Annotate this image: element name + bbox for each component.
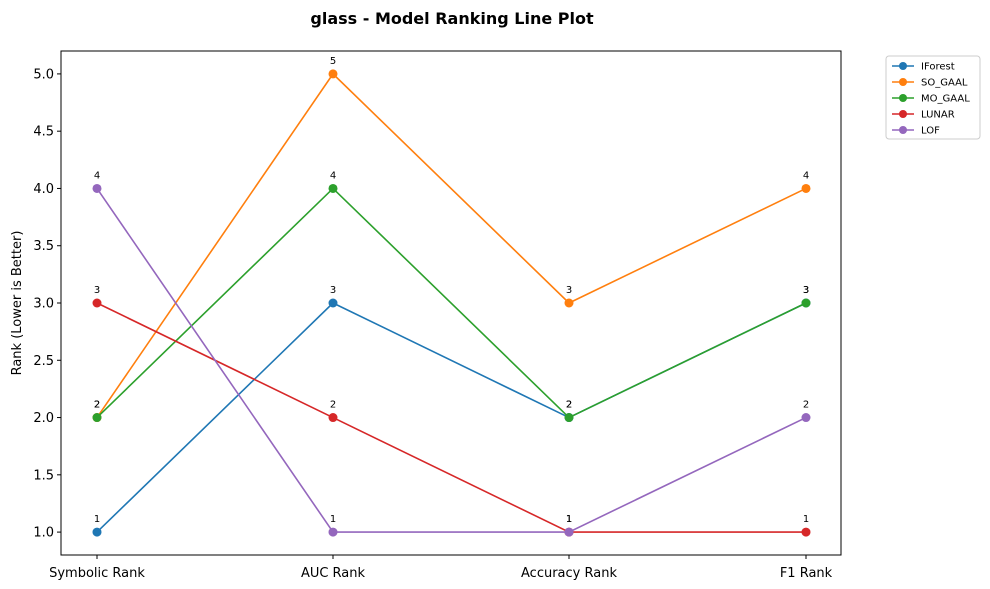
y-tick-label: 1.0 — [33, 526, 54, 541]
legend-marker — [899, 94, 907, 102]
y-tick-label: 2.0 — [33, 411, 54, 426]
legend-item-iforest: IForest — [892, 62, 955, 73]
data-point — [92, 413, 102, 423]
data-label: 3 — [803, 285, 809, 296]
data-label: 2 — [94, 400, 100, 411]
y-tick-label: 4.5 — [33, 125, 54, 140]
series-line — [96, 302, 807, 533]
data-point — [328, 527, 338, 537]
y-tick-label: 2.5 — [33, 354, 54, 369]
data-label: 5 — [330, 56, 336, 67]
data-label: 3 — [566, 285, 572, 296]
data-point — [328, 183, 338, 193]
data-label: 2 — [566, 400, 572, 411]
data-label: 2 — [94, 400, 100, 411]
series-mo-gaal: 2 4 2 3 — [92, 170, 811, 423]
legend-marker — [899, 110, 907, 118]
legend-label: LUNAR — [921, 110, 955, 121]
x-tick-label: Symbolic Rank — [49, 566, 145, 581]
data-label: 1 — [566, 514, 572, 525]
series-so-gaal: 2 5 3 4 — [92, 56, 811, 423]
data-label: 2 — [330, 400, 336, 411]
data-label: 1 — [330, 514, 336, 525]
legend-label: MO_GAAL — [921, 94, 970, 105]
data-label: 4 — [803, 170, 809, 181]
data-point — [92, 527, 102, 537]
data-point — [328, 413, 338, 423]
legend-item-lof: LOF — [892, 126, 940, 137]
y-axis-label: Rank (Lower is Better) — [10, 231, 25, 376]
data-point — [801, 183, 811, 193]
legend-item-so-gaal: SO_GAAL — [892, 78, 968, 89]
data-point — [328, 69, 338, 79]
data-point — [92, 183, 102, 193]
data-point — [564, 298, 574, 308]
series-line — [96, 187, 807, 419]
x-tick-label: Accuracy Rank — [521, 566, 617, 581]
data-label: 1 — [803, 514, 809, 525]
y-tick-label: 5.0 — [33, 67, 54, 82]
series-lof: 4 1 1 2 — [92, 170, 811, 537]
data-point — [92, 298, 102, 308]
x-tick-label: AUC Rank — [301, 566, 366, 581]
data-label: 4 — [330, 170, 336, 181]
series-line — [96, 72, 807, 418]
data-point — [564, 527, 574, 537]
series-lunar: 3 2 1 1 — [92, 285, 811, 537]
data-point — [801, 298, 811, 308]
data-label: 2 — [566, 400, 572, 411]
legend-item-mo-gaal: MO_GAAL — [892, 94, 970, 105]
data-label: 3 — [330, 285, 336, 296]
y-tick-label: 3.5 — [33, 239, 54, 254]
legend-marker — [899, 78, 907, 86]
legend: IForest SO_GAAL MO_GAAL LUNAR LOF — [885, 55, 981, 140]
legend-label: IForest — [921, 62, 955, 73]
data-point — [564, 413, 574, 423]
legend-label: SO_GAAL — [921, 78, 968, 89]
x-axis: Symbolic Rank AUC Rank Accuracy Rank F1 Ran… — [49, 555, 833, 581]
y-tick-label: 3.0 — [33, 297, 54, 312]
data-label: 1 — [94, 514, 100, 525]
y-axis: 1.0 1.5 2.0 2.5 3.0 3.5 4.0 4.5 5.0 — [33, 67, 61, 541]
y-tick-label: 4.0 — [33, 182, 54, 197]
data-label: 2 — [803, 400, 809, 411]
legend-label: LOF — [921, 126, 940, 137]
data-point — [328, 298, 338, 308]
data-label: 1 — [566, 514, 572, 525]
y-tick-label: 1.5 — [33, 468, 54, 483]
x-tick-label: F1 Rank — [780, 566, 833, 581]
series-iforest: 1 3 2 3 — [92, 285, 811, 537]
data-label: 3 — [94, 285, 100, 296]
legend-item-lunar: LUNAR — [892, 110, 955, 121]
legend-frame — [885, 55, 981, 140]
legend-marker — [899, 126, 907, 134]
data-label: 3 — [803, 285, 809, 296]
series-line — [96, 302, 806, 533]
chart-title: glass - Model Ranking Line Plot — [310, 9, 594, 28]
legend-marker — [899, 62, 907, 70]
data-label: 4 — [94, 170, 100, 181]
data-point — [801, 527, 811, 537]
data-point — [801, 413, 811, 423]
series-line — [96, 188, 807, 533]
